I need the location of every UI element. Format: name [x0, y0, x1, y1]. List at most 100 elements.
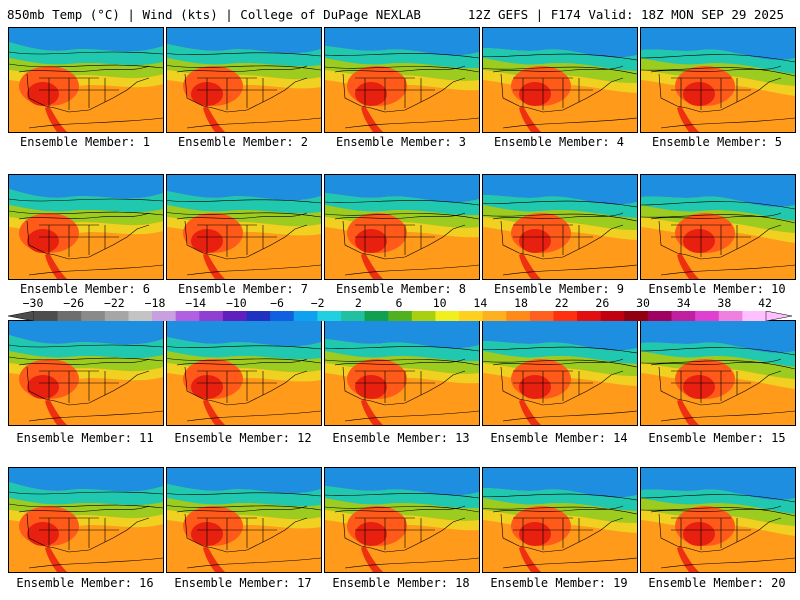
header-valid-time: 12Z GEFS | F174 Valid: 18Z MON SEP 29 20… [467, 7, 784, 22]
colorbar-segment [435, 311, 460, 321]
ensemble-member-label: Ensemble Member: 16 [16, 576, 154, 590]
colorbar-segment [81, 311, 106, 321]
colorbar-segment [222, 311, 247, 321]
ensemble-member-panel [8, 174, 164, 280]
temperature-map [167, 468, 321, 572]
temperature-map [641, 175, 795, 279]
colorbar-segment [128, 311, 153, 321]
ensemble-member-label: Ensemble Member: 14 [490, 431, 628, 445]
colorbar-tick-label: −14 [185, 296, 207, 310]
temperature-map [483, 468, 637, 572]
ensemble-member-panel [166, 174, 322, 280]
ensemble-member-label: Ensemble Member: 9 [493, 282, 625, 296]
ensemble-member-panel [324, 174, 480, 280]
temperature-map [641, 28, 795, 132]
temperature-map [9, 321, 163, 425]
ensemble-member-panel [482, 467, 638, 573]
colorbar-segment [506, 311, 531, 321]
colorbar-segment [364, 311, 389, 321]
colorbar-segment [695, 311, 720, 321]
ensemble-member-panel [324, 320, 480, 426]
colorbar-segment [388, 311, 413, 321]
temperature-map [167, 321, 321, 425]
colorbar-segment [624, 311, 649, 321]
colorbar-tick-label: 10 [432, 296, 447, 310]
colorbar-tick-label: −10 [225, 296, 247, 310]
colorbar-tick-label: 18 [514, 296, 528, 310]
colorbar-tick-label: 6 [395, 296, 403, 310]
ensemble-member-panel [482, 27, 638, 133]
colorbar-segment [57, 311, 82, 321]
colorbar-tick-label: −26 [63, 296, 85, 310]
ensemble-member-panel [482, 320, 638, 426]
ensemble-member-label: Ensemble Member: 10 [648, 282, 786, 296]
header-title: 850mb Temp (°C) | Wind (kts) | College o… [7, 7, 421, 22]
colorbar-tick-label: 38 [717, 296, 732, 310]
ensemble-member-label: Ensemble Member: 18 [332, 576, 470, 590]
colorbar-segment [577, 311, 602, 321]
temperature-map [9, 468, 163, 572]
ensemble-member-panel [166, 320, 322, 426]
ensemble-member-panel [640, 320, 796, 426]
colorbar-segment [671, 311, 696, 321]
temperature-map [483, 321, 637, 425]
colorbar-segment [175, 311, 200, 321]
colorbar-segment [270, 311, 295, 321]
colorbar-tick-label: 42 [758, 296, 772, 310]
ensemble-member-panel [640, 467, 796, 573]
ensemble-member-label: Ensemble Member: 5 [651, 135, 783, 149]
ensemble-member-panel [324, 27, 480, 133]
ensemble-member-label: Ensemble Member: 17 [174, 576, 312, 590]
colorbar-tick-label: −22 [103, 296, 125, 310]
ensemble-member-panel [8, 467, 164, 573]
temperature-map [325, 321, 479, 425]
temperature-colorbar [8, 311, 792, 321]
colorbar-segment [293, 311, 318, 321]
temperature-map [641, 321, 795, 425]
colorbar-tick-label: 2 [354, 296, 362, 310]
ensemble-member-panel [8, 27, 164, 133]
temperature-map [483, 28, 637, 132]
ensemble-member-label: Ensemble Member: 11 [16, 431, 154, 445]
colorbar-high-arrow [765, 311, 792, 321]
ensemble-member-label: Ensemble Member: 19 [490, 576, 628, 590]
colorbar-segment [459, 311, 484, 321]
colorbar-tick-label: 30 [636, 296, 650, 310]
ensemble-member-label: Ensemble Member: 2 [177, 135, 309, 149]
temperature-map [167, 28, 321, 132]
ensemble-member-label: Ensemble Member: 1 [19, 135, 151, 149]
colorbar-tick-label: 22 [554, 296, 569, 310]
temperature-map [167, 175, 321, 279]
ensemble-member-label: Ensemble Member: 3 [335, 135, 467, 149]
colorbar-segment [152, 311, 177, 321]
ensemble-member-label: Ensemble Member: 12 [174, 431, 312, 445]
colorbar-segment [742, 311, 767, 321]
ensemble-member-panel [324, 467, 480, 573]
colorbar-segment [718, 311, 743, 321]
colorbar-segment [529, 311, 554, 321]
temperature-map [325, 28, 479, 132]
ensemble-member-panel [482, 174, 638, 280]
colorbar-tick-label: 34 [676, 296, 691, 310]
colorbar-segment [600, 311, 625, 321]
colorbar-segment [104, 311, 129, 321]
ensemble-member-panel [166, 27, 322, 133]
temperature-map [325, 175, 479, 279]
ensemble-member-label: Ensemble Member: 6 [19, 282, 151, 296]
colorbar-tick-label: 26 [595, 296, 610, 310]
ensemble-member-label: Ensemble Member: 7 [177, 282, 309, 296]
colorbar-segment [199, 311, 224, 321]
temperature-map [483, 175, 637, 279]
colorbar-segment [482, 311, 507, 321]
ensemble-member-panel [640, 174, 796, 280]
temperature-map [641, 468, 795, 572]
ensemble-member-panel [166, 467, 322, 573]
temperature-map [325, 468, 479, 572]
ensemble-member-panel [8, 320, 164, 426]
colorbar-low-arrow [8, 311, 35, 321]
ensemble-member-label: Ensemble Member: 13 [332, 431, 470, 445]
ensemble-member-label: Ensemble Member: 4 [493, 135, 625, 149]
ensemble-member-label: Ensemble Member: 20 [648, 576, 786, 590]
colorbar-segment [246, 311, 271, 321]
temperature-map [9, 175, 163, 279]
